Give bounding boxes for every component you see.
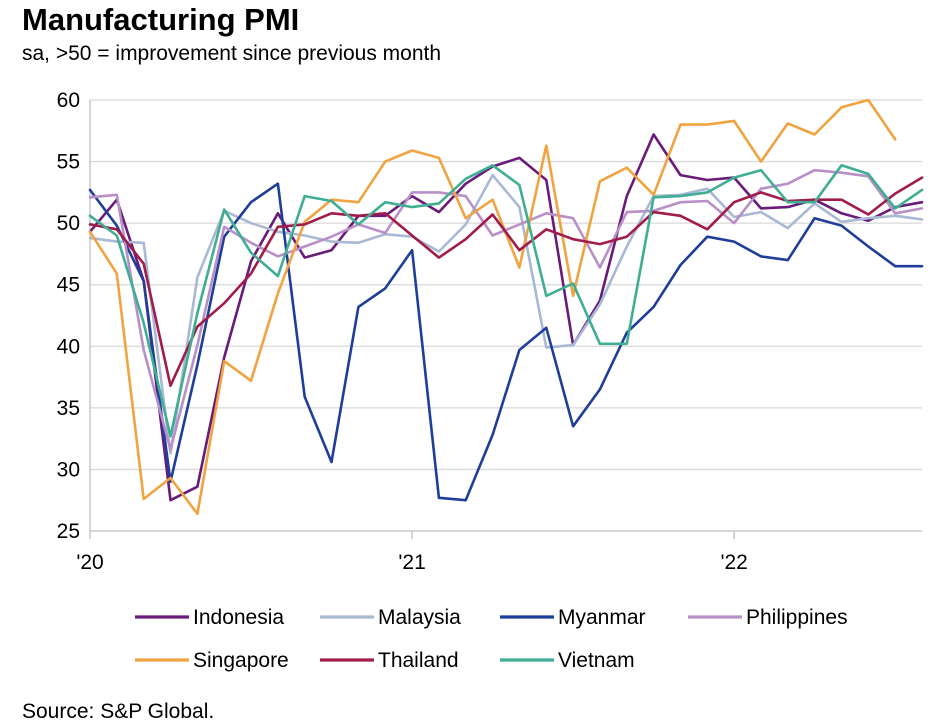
legend-label-vietnam: Vietnam — [558, 649, 635, 672]
series-line-singapore — [88, 98, 897, 516]
x-tick-label: '20 — [76, 551, 103, 574]
y-tick-label: 45 — [57, 274, 80, 297]
series-line-philippines — [88, 168, 924, 452]
x-tick-label: '21 — [398, 551, 425, 574]
y-axis: 25 30 35 40 45 50 55 60 — [57, 89, 91, 543]
y-tick-label: 30 — [57, 458, 80, 481]
legend: Indonesia Malaysia Myanmar Philippines Singa… — [135, 606, 848, 672]
source-note: Source: S&P Global. — [22, 700, 215, 723]
line-chart: 25 30 35 40 45 50 55 60 '20 '21 '22 Indonesia Mala… — [57, 89, 924, 672]
legend-label-myanmar: Myanmar — [558, 606, 646, 629]
x-tick-label: '22 — [720, 551, 747, 574]
y-tick-label: 25 — [57, 520, 80, 543]
legend-label-indonesia: Indonesia — [193, 606, 284, 629]
x-axis: '20 '21 '22 — [76, 530, 922, 574]
y-tick-label: 60 — [57, 89, 80, 112]
legend-label-singapore: Singapore — [193, 649, 289, 672]
y-tick-label: 55 — [57, 151, 80, 174]
series-line-indonesia — [88, 133, 924, 502]
legend-label-malaysia: Malaysia — [378, 606, 461, 629]
y-tick-label: 35 — [57, 397, 80, 420]
series-line-malaysia — [88, 173, 924, 455]
legend-label-philippines: Philippines — [746, 606, 848, 629]
y-tick-label: 50 — [57, 212, 80, 235]
chart-subtitle: sa, >50 = improvement since previous mon… — [22, 42, 442, 65]
series-line-thailand — [88, 176, 924, 388]
chart-title: Manufacturing PMI — [22, 2, 300, 37]
series-line-vietnam — [88, 164, 924, 438]
series-lines — [88, 98, 924, 516]
y-tick-label: 40 — [57, 335, 80, 358]
legend-label-thailand: Thailand — [378, 649, 459, 672]
